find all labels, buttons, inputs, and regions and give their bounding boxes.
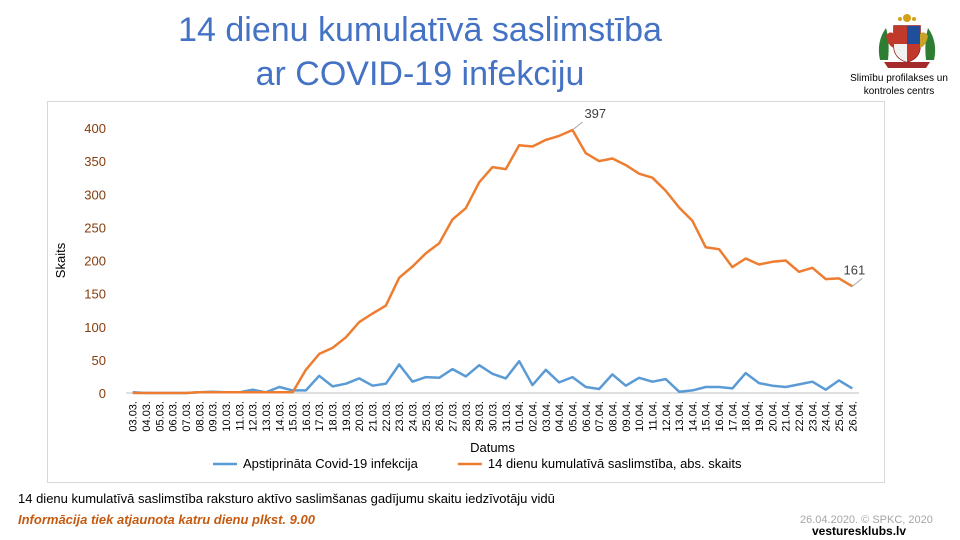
x-tick-label: 13.03. (261, 401, 273, 432)
slide-title: 14 dienu kumulatīvā saslimstība ar COVID… (120, 8, 720, 96)
x-tick-label: 13.04. (674, 401, 686, 432)
x-tick-label: 06.04. (581, 401, 593, 432)
org-line-2: kontroles centrs (863, 86, 935, 97)
update-note: Informācija tiek atjaunota katru dienu p… (18, 512, 315, 527)
x-tick-label: 15.04. (701, 401, 713, 432)
x-tick-label: 26.03. (434, 401, 446, 432)
x-tick-label: 26.04. (847, 401, 859, 432)
x-tick-label: 04.04. (554, 401, 566, 432)
y-tick-label: 350 (84, 154, 106, 169)
latvia-coat-of-arms-logo (872, 12, 942, 70)
x-tick-label: 21.03. (368, 401, 380, 432)
data-label-leader (572, 121, 583, 131)
y-tick-label: 300 (84, 187, 106, 202)
x-axis-label: Datums (470, 440, 515, 455)
x-tick-label: 09.04. (621, 401, 633, 432)
x-tick-label: 06.03. (168, 401, 180, 432)
x-tick-label: 08.04. (607, 401, 619, 432)
title-line-2: ar COVID-19 infekciju (255, 55, 585, 93)
x-tick-label: 23.03. (394, 401, 406, 432)
x-tick-label: 04.03. (141, 401, 153, 432)
x-tick-label: 23.04. (807, 401, 819, 432)
legend-label: 14 dienu kumulatīvā saslimstība, abs. sk… (488, 456, 742, 471)
x-tick-label: 19.04. (754, 401, 766, 432)
x-tick-label: 28.03. (461, 401, 473, 432)
organization-name: Slimību profilakses un kontroles centrs (840, 72, 958, 98)
x-tick-label: 16.04. (714, 401, 726, 432)
x-tick-label: 29.03. (474, 401, 486, 432)
series-line-2 (132, 128, 853, 395)
y-tick-label: 150 (84, 287, 106, 302)
x-tick-label: 24.04. (821, 401, 833, 432)
date-copyright: 26.04.2020. © SPKC, 2020 (800, 514, 933, 526)
x-tick-label: 24.03. (408, 401, 420, 432)
y-tick-label: 100 (84, 320, 106, 335)
chart-caption: 14 dienu kumulatīvā saslimstība raksturo… (18, 491, 555, 506)
y-tick-label: 400 (84, 121, 106, 136)
x-tick-label: 14.03. (274, 401, 286, 432)
x-tick-label: 22.03. (381, 401, 393, 432)
data-label-leader (852, 277, 863, 287)
x-tick-label: 21.04. (781, 401, 793, 432)
x-tick-label: 03.03. (128, 401, 140, 432)
x-tick-label: 01.04. (514, 401, 526, 432)
x-tick-label: 22.04. (794, 401, 806, 432)
x-tick-label: 10.03. (221, 401, 233, 432)
x-tick-label: 07.03. (181, 401, 193, 432)
x-tick-label: 02.04. (527, 401, 539, 432)
watermark: vesturesklubs.lv (812, 524, 907, 538)
title-line-1: 14 dienu kumulatīvā saslimstība (178, 11, 662, 49)
x-tick-label: 18.04. (741, 401, 753, 432)
x-tick-label: 05.03. (154, 401, 166, 432)
y-tick-label: 200 (84, 254, 106, 269)
x-tick-label: 05.04. (567, 401, 579, 432)
x-tick-label: 03.04. (541, 401, 553, 432)
x-tick-label: 18.03. (328, 401, 340, 432)
series-line-1 (132, 359, 853, 395)
x-tick-label: 17.03. (314, 401, 326, 432)
chart-area: 0 50 100 150 200 250 300 350 400 Skaits 03.03. 04.0… (47, 101, 885, 483)
x-tick-label: 30.03. (488, 401, 500, 432)
x-tick-label: 15.03. (288, 401, 300, 432)
x-tick-label: 12.04. (661, 401, 673, 432)
x-tick-label: 11.04. (647, 401, 659, 431)
x-tick-label: 08.03. (194, 401, 206, 432)
data-label: 161 (843, 262, 865, 277)
y-tick-label: 50 (92, 353, 106, 368)
x-tick-label: 11.03. (234, 401, 246, 431)
y-tick-label: 0 (99, 386, 106, 401)
x-tick-label: 14.04. (687, 401, 699, 432)
x-tick-label: 25.03. (421, 401, 433, 432)
x-tick-label: 16.03. (301, 401, 313, 432)
org-line-1: Slimību profilakses un (850, 73, 948, 84)
x-tick-label: 17.04. (727, 401, 739, 432)
x-tick-label: 09.03. (208, 401, 220, 432)
x-tick-label: 12.03. (248, 401, 260, 432)
x-tick-label: 20.03. (354, 401, 366, 432)
x-tick-label: 27.03. (448, 401, 460, 432)
x-tick-label: 20.04. (767, 401, 779, 432)
y-tick-label: 250 (84, 220, 106, 235)
y-axis-label: Skaits (53, 242, 68, 278)
x-tick-label: 10.04. (634, 401, 646, 432)
legend-label: Apstiprināta Covid-19 infekcija (243, 456, 419, 471)
x-tick-label: 25.04. (834, 401, 846, 432)
x-tick-label: 19.03. (341, 401, 353, 432)
x-tick-label: 31.03. (501, 401, 513, 432)
data-label: 397 (584, 106, 606, 121)
x-tick-label: 07.04. (594, 401, 606, 432)
